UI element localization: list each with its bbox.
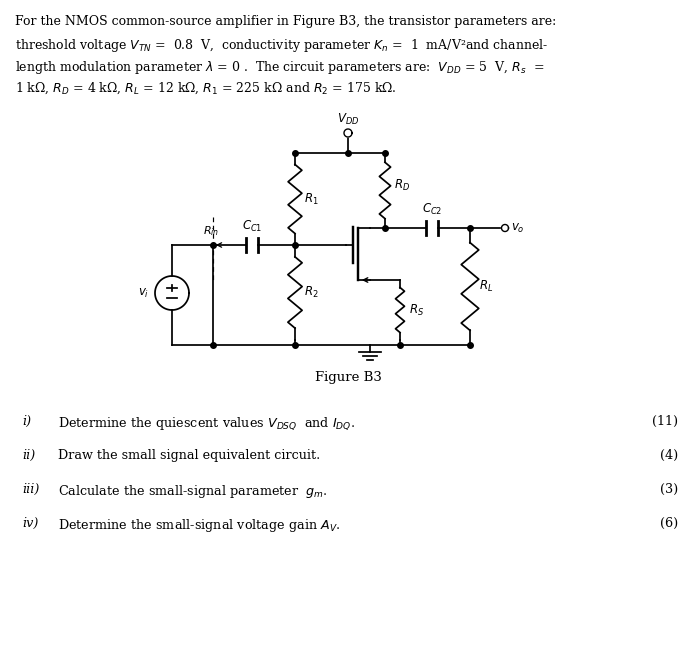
Text: length modulation parameter $\lambda$ = 0 .  The circuit parameters are:  $V_{DD: length modulation parameter $\lambda$ = … bbox=[15, 59, 544, 76]
Text: Figure B3: Figure B3 bbox=[315, 371, 382, 385]
Text: $R_L$: $R_L$ bbox=[479, 279, 493, 294]
Text: iv): iv) bbox=[22, 517, 38, 530]
Text: threshold voltage $V_{TN}$ =  0.8  V,  conductivity parameter $K_n$ =  1  mA/V²a: threshold voltage $V_{TN}$ = 0.8 V, cond… bbox=[15, 37, 548, 54]
Text: $V_{DD}$: $V_{DD}$ bbox=[337, 112, 359, 127]
Text: iii): iii) bbox=[22, 483, 40, 496]
Polygon shape bbox=[502, 225, 509, 231]
Text: $R_D$: $R_D$ bbox=[394, 178, 410, 193]
Text: (6): (6) bbox=[660, 517, 678, 530]
Text: (11): (11) bbox=[652, 415, 678, 428]
Text: (3): (3) bbox=[660, 483, 678, 496]
Text: Draw the small signal equivalent circuit.: Draw the small signal equivalent circuit… bbox=[58, 449, 320, 462]
Text: Calculate the small-signal parameter  $g_m$.: Calculate the small-signal parameter $g_… bbox=[58, 483, 327, 500]
Text: 1 kΩ, $R_D$ = 4 kΩ, $R_L$ = 12 kΩ, $R_1$ = 225 kΩ and $R_2$ = 175 kΩ.: 1 kΩ, $R_D$ = 4 kΩ, $R_L$ = 12 kΩ, $R_1$… bbox=[15, 81, 397, 97]
Text: ii): ii) bbox=[22, 449, 35, 462]
Text: Determine the quiescent values $V_{DSQ}$  and $I_{DQ}$.: Determine the quiescent values $V_{DSQ}$… bbox=[58, 415, 355, 432]
Text: $R_S$: $R_S$ bbox=[409, 302, 424, 318]
Text: $v_o$: $v_o$ bbox=[511, 221, 525, 235]
Text: $C_{C1}$: $C_{C1}$ bbox=[242, 219, 262, 234]
Text: $v_i$: $v_i$ bbox=[138, 286, 149, 300]
Text: Determine the small-signal voltage gain $A_V$.: Determine the small-signal voltage gain … bbox=[58, 517, 341, 534]
Text: $C_{C2}$: $C_{C2}$ bbox=[422, 202, 442, 217]
Text: i): i) bbox=[22, 415, 31, 428]
Text: (4): (4) bbox=[660, 449, 678, 462]
Text: $R_{in}$: $R_{in}$ bbox=[203, 224, 219, 238]
Text: For the NMOS common-source amplifier in Figure B3, the transistor parameters are: For the NMOS common-source amplifier in … bbox=[15, 15, 556, 28]
Text: $R_2$: $R_2$ bbox=[304, 285, 318, 300]
Polygon shape bbox=[344, 129, 352, 137]
Text: $R_1$: $R_1$ bbox=[304, 192, 318, 207]
